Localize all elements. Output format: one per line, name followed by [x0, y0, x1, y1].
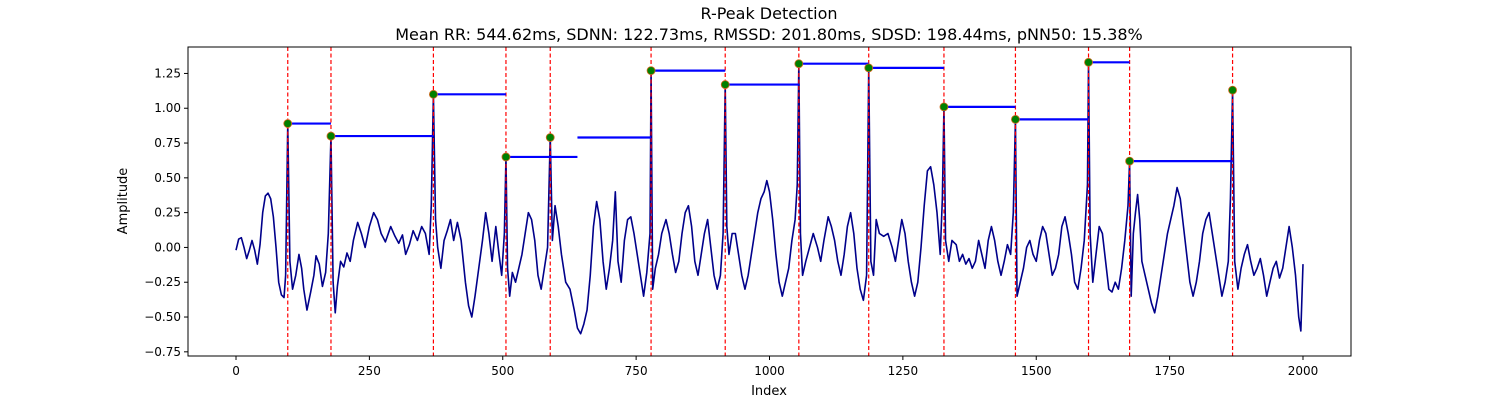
- peak-marker: [1228, 85, 1237, 95]
- x-axis-label: Index: [751, 384, 787, 399]
- y-tick-label: 0.25: [154, 206, 181, 220]
- peak-marker: [720, 80, 730, 89]
- y-tick-label: 0.75: [154, 136, 181, 150]
- y-tick-label: 1.00: [154, 101, 181, 115]
- chart-title: R-Peak Detection: [700, 4, 837, 23]
- peak-marker: [646, 66, 656, 76]
- x-tick-label: 250: [358, 364, 381, 378]
- plot-area: [235, 47, 1304, 356]
- x-tick-label: 1500: [1021, 364, 1052, 378]
- peak-marker: [283, 119, 293, 128]
- peak-marker: [429, 89, 438, 99]
- y-tick-label: −0.25: [144, 275, 181, 289]
- x-axis: 0 250 500 750 1000 1250 1500 1750 2000: [232, 356, 1318, 378]
- y-tick-label: −0.75: [144, 345, 181, 359]
- x-tick-label: 500: [491, 364, 514, 378]
- y-axis-label: Amplitude: [116, 168, 131, 235]
- y-tick-label: −0.50: [144, 310, 181, 324]
- x-tick-label: 2000: [1288, 364, 1319, 378]
- x-tick-label: 1000: [754, 364, 785, 378]
- y-tick-label: 1.25: [154, 66, 181, 80]
- peak-marker: [794, 59, 804, 69]
- x-tick-label: 1750: [1154, 364, 1185, 378]
- x-tick-label: 750: [625, 364, 648, 378]
- peak-marker: [326, 131, 336, 141]
- y-tick-label: 0.00: [154, 240, 181, 254]
- x-tick-label: 1250: [888, 364, 919, 378]
- x-tick-label: 0: [232, 364, 240, 378]
- peak-marker: [1125, 156, 1135, 166]
- peak-marker: [939, 102, 949, 112]
- peak-marker: [1011, 114, 1020, 124]
- peak-marker: [501, 152, 511, 162]
- peak-marker: [864, 63, 874, 73]
- y-axis: −0.75 −0.50 −0.25 0.00 0.25 0.50 0.75 1.00 1.25: [144, 66, 188, 359]
- chart-subtitle: Mean RR: 544.62ms, SDNN: 122.73ms, RMSSD…: [395, 25, 1143, 44]
- peak-marker: [1084, 57, 1093, 67]
- y-tick-label: 0.50: [154, 171, 181, 185]
- peak-marker: [545, 133, 555, 142]
